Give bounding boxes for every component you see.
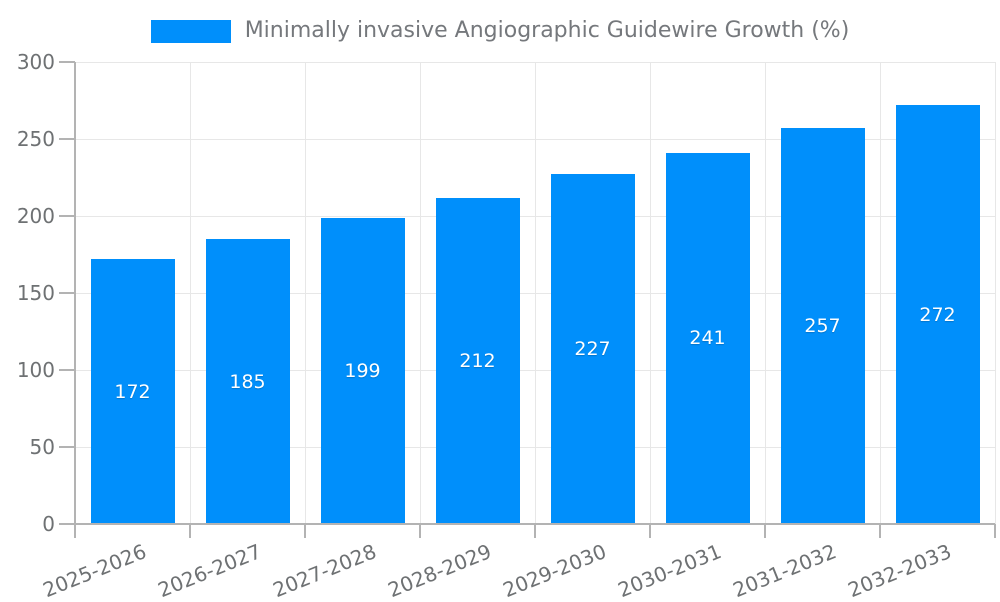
bar[interactable] [320, 217, 405, 524]
x-tick-label: 2026-2027 [155, 539, 266, 602]
x-axis-tick [764, 524, 766, 538]
y-axis-tick [59, 215, 75, 217]
legend-marker-icon [150, 19, 231, 43]
legend-label: Minimally invasive Angiographic Guidewir… [244, 18, 850, 43]
y-axis-tick [59, 138, 75, 140]
bar[interactable] [665, 152, 750, 524]
bar[interactable] [90, 259, 175, 524]
bar-value-label: 172 [114, 380, 151, 403]
x-gridline [534, 62, 536, 524]
y-axis-tick [59, 369, 75, 371]
bar-value-label: 227 [574, 338, 611, 361]
bar-value-label: 257 [804, 315, 841, 338]
x-gridline [764, 62, 766, 524]
bar[interactable] [550, 174, 635, 524]
x-axis-line [75, 523, 995, 525]
x-tick-label: 2028-2029 [385, 539, 496, 602]
y-tick-label: 50 [29, 435, 55, 459]
x-gridline [304, 62, 306, 524]
x-gridline [879, 62, 881, 524]
chart-legend[interactable]: Minimally invasive Angiographic Guidewir… [0, 18, 1000, 44]
y-tick-label: 250 [16, 127, 55, 151]
x-tick-label: 2025-2026 [40, 539, 151, 602]
x-axis-tick [879, 524, 881, 538]
x-axis-tick [189, 524, 191, 538]
bar-value-label: 199 [344, 359, 381, 382]
y-tick-label: 150 [16, 281, 55, 305]
bar[interactable] [780, 128, 865, 524]
y-tick-label: 100 [16, 358, 55, 382]
x-axis-tick [419, 524, 421, 538]
bar[interactable] [205, 239, 290, 524]
x-tick-label: 2027-2028 [270, 539, 381, 602]
x-axis-tick [994, 524, 996, 538]
x-gridline [994, 62, 996, 524]
y-tick-label: 0 [42, 512, 55, 536]
y-axis-tick [59, 292, 75, 294]
x-tick-label: 2029-2030 [500, 539, 611, 602]
x-axis-tick [304, 524, 306, 538]
bar-value-label: 185 [229, 370, 266, 393]
bar-value-label: 212 [459, 349, 496, 372]
x-axis-tick [534, 524, 536, 538]
y-axis-tick [59, 446, 75, 448]
x-tick-label: 2032-2033 [845, 539, 956, 602]
y-tick-label: 300 [16, 50, 55, 74]
bar-value-label: 272 [919, 303, 956, 326]
x-axis-tick [649, 524, 651, 538]
x-gridline [419, 62, 421, 524]
x-gridline [189, 62, 191, 524]
bar-value-label: 241 [689, 327, 726, 350]
y-tick-label: 200 [16, 204, 55, 228]
x-tick-label: 2031-2032 [730, 539, 841, 602]
y-axis-tick [59, 61, 75, 63]
bar[interactable] [895, 105, 980, 524]
y-axis-tick [59, 523, 75, 525]
x-tick-label: 2030-2031 [615, 539, 726, 602]
x-gridline [649, 62, 651, 524]
y-axis-line [74, 62, 76, 538]
bar[interactable] [435, 197, 520, 524]
